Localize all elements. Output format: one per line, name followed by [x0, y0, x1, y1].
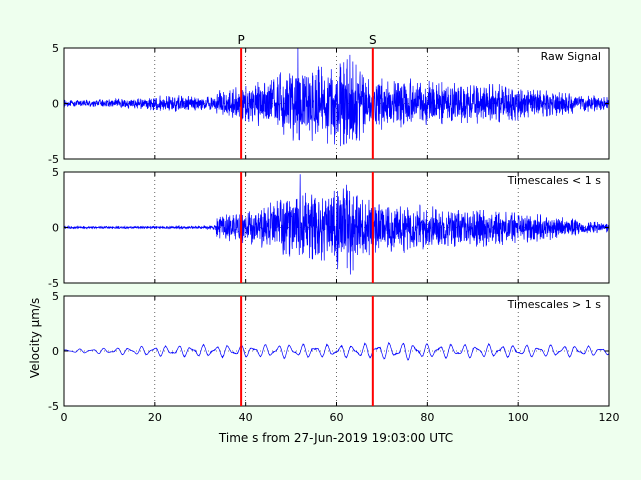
panel-label: Raw Signal — [541, 50, 601, 63]
y-tick-label: 5 — [52, 290, 59, 303]
y-axis-label: Velocity μm/s — [28, 298, 42, 379]
x-tick-label: 120 — [599, 411, 620, 424]
y-tick-label: 0 — [52, 345, 59, 358]
velocity-trace — [63, 47, 610, 147]
velocity-trace — [63, 341, 610, 361]
y-tick-label: -5 — [48, 277, 59, 290]
x-tick-label: 80 — [420, 411, 434, 424]
panel-label: Timescales > 1 s — [507, 298, 602, 311]
panel-3: -5 0 5 Timescales > 1 s — [48, 290, 610, 413]
x-tick-label: 40 — [239, 411, 253, 424]
y-tick-label: 5 — [52, 42, 59, 55]
panels: -5 0 5 Raw Signal -5 0 5 Timescales < 1 s -5 0 5 Ti… — [48, 42, 610, 413]
phase-marker-label: P — [238, 33, 245, 47]
y-tick-label: 0 — [52, 222, 59, 235]
y-tick-label: -5 — [48, 153, 59, 166]
panel-label: Timescales < 1 s — [507, 174, 602, 187]
y-tick-label: 5 — [52, 166, 59, 179]
y-tick-label: -5 — [48, 400, 59, 413]
panel-1: -5 0 5 Raw Signal — [48, 42, 610, 166]
x-tick-labels: 0 20 40 60 80 100 120 — [61, 411, 620, 424]
phase-marker-label: S — [369, 33, 377, 47]
velocity-trace — [63, 174, 610, 275]
x-axis-label: Time s from 27-Jun-2019 19:03:00 UTC — [218, 431, 453, 445]
x-tick-label: 20 — [148, 411, 162, 424]
x-tick-label: 60 — [330, 411, 344, 424]
x-tick-label: 0 — [61, 411, 68, 424]
panel-2: -5 0 5 Timescales < 1 s — [48, 166, 610, 290]
x-tick-label: 100 — [508, 411, 529, 424]
y-tick-label: 0 — [52, 98, 59, 111]
